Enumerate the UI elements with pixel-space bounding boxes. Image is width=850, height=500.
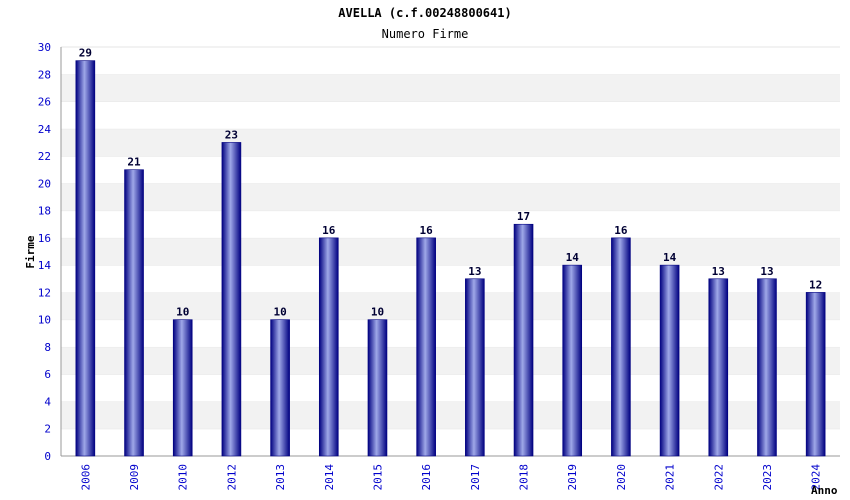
grid-band — [61, 101, 840, 129]
x-tick-label: 2023 — [761, 464, 774, 491]
bar — [75, 60, 96, 457]
y-tick-label: 4 — [44, 395, 51, 408]
x-tick-label: 2017 — [469, 464, 482, 491]
grid-band — [61, 74, 840, 102]
x-tick-label: 2024 — [810, 464, 823, 491]
bar — [221, 142, 242, 457]
y-tick-label: 8 — [44, 341, 51, 354]
bars: 29 21 10 23 10 16 10 16 13 17 14 16 14 13 13 12 — [75, 47, 826, 457]
x-tick-label: 2019 — [566, 464, 579, 491]
x-tick-label: 2018 — [518, 464, 531, 491]
y-tick-label: 28 — [38, 68, 51, 81]
bar — [708, 278, 729, 457]
data-label: 16 — [322, 224, 336, 237]
y-tick-label: 20 — [38, 177, 51, 190]
y-tick-label: 22 — [38, 150, 51, 163]
data-label: 10 — [371, 306, 384, 319]
bar — [757, 278, 777, 457]
y-tick-label: 16 — [38, 232, 51, 245]
bar — [367, 319, 388, 457]
bar — [416, 237, 436, 457]
data-label: 10 — [273, 306, 286, 319]
grid-band — [61, 156, 840, 184]
x-ticks: 2006 2009 2010 2012 2013 2014 2015 2016 2017 2018… — [79, 464, 822, 491]
y-tick-label: 24 — [38, 123, 52, 136]
data-label: 23 — [225, 128, 238, 141]
x-tick-label: 2021 — [664, 464, 677, 491]
bar — [513, 223, 534, 457]
x-tick-label: 2022 — [712, 464, 725, 491]
x-tick-label: 2012 — [225, 464, 238, 491]
chart-title: AVELLA (c.f.00248800641) — [338, 6, 511, 20]
bar — [805, 292, 826, 457]
bar — [611, 237, 631, 457]
grid-band — [61, 183, 840, 211]
x-tick-label: 2009 — [128, 464, 141, 491]
bar — [270, 319, 290, 457]
bar — [172, 319, 193, 457]
y-tick-label: 18 — [38, 205, 51, 218]
data-label: 12 — [809, 278, 822, 291]
bar — [562, 264, 583, 457]
bar — [124, 169, 144, 457]
x-tick-label: 2010 — [177, 464, 190, 491]
grid-band — [61, 210, 840, 238]
chart-subtitle: Numero Firme — [382, 27, 469, 41]
x-axis-label: Anno — [811, 484, 838, 497]
x-tick-label: 2016 — [420, 464, 433, 491]
data-label: 16 — [614, 224, 628, 237]
x-tick-label: 2013 — [274, 464, 287, 491]
data-label: 16 — [420, 224, 434, 237]
bar — [318, 237, 339, 457]
x-tick-label: 2020 — [615, 464, 628, 491]
bar — [659, 264, 680, 457]
data-label: 13 — [468, 265, 481, 278]
grid-band — [61, 237, 840, 266]
data-label: 29 — [79, 47, 92, 60]
x-tick-label: 2015 — [371, 464, 384, 491]
x-tick-label: 2006 — [79, 464, 92, 491]
bar — [465, 278, 485, 457]
data-label: 14 — [663, 251, 677, 264]
grid-band — [61, 47, 840, 75]
y-tick-label: 12 — [38, 286, 51, 299]
y-tick-label: 10 — [38, 314, 51, 327]
y-tick-label: 0 — [44, 450, 51, 463]
y-tick-label: 30 — [38, 41, 51, 54]
y-tick-label: 6 — [44, 368, 51, 381]
y-tick-label: 26 — [38, 96, 51, 109]
data-label: 21 — [127, 156, 141, 169]
y-tick-label: 14 — [38, 259, 52, 272]
data-label: 17 — [517, 210, 530, 223]
data-label: 10 — [176, 306, 189, 319]
grid-band — [61, 128, 840, 157]
data-label: 13 — [712, 265, 725, 278]
data-label: 13 — [760, 265, 773, 278]
y-axis-label: Firme — [24, 235, 37, 268]
x-tick-label: 2014 — [323, 464, 336, 491]
data-label: 14 — [566, 251, 580, 264]
y-tick-label: 2 — [44, 423, 51, 436]
